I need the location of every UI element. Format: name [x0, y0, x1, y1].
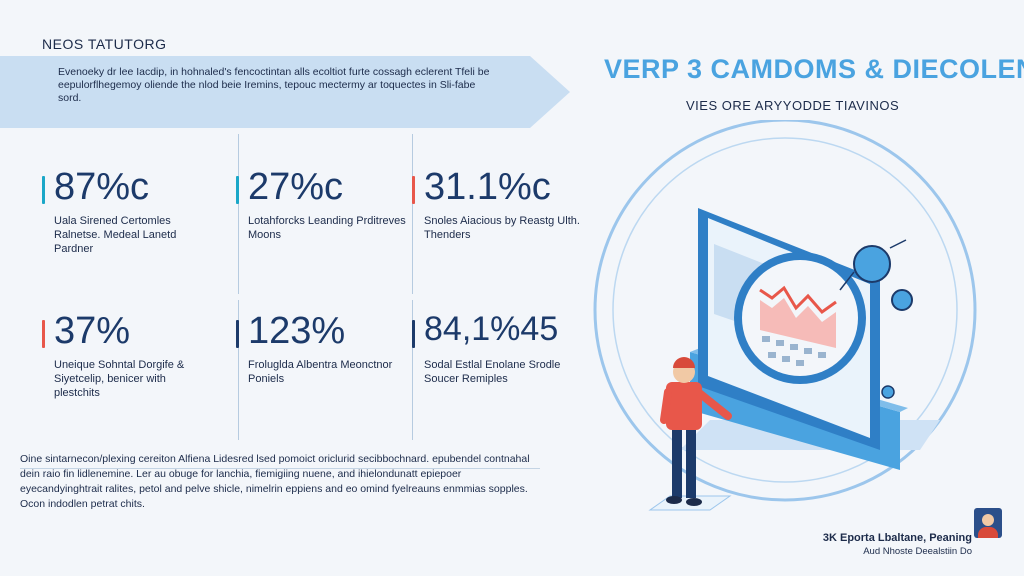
stat-value: 84,1%45	[424, 310, 559, 348]
credit-block: 3K Eporta Lbaltane, Peaning Aud Nhoste D…	[823, 532, 972, 558]
stat-description: Sodal Estlal Enolane Srodle Soucer Remip…	[424, 359, 561, 385]
page-title: VERP 3 CAMDOMS & DIECOLENT	[604, 54, 1024, 84]
stat-accent-bar	[412, 176, 415, 204]
footer-divider	[20, 468, 540, 469]
column-divider	[412, 134, 413, 294]
credit-sub: Aud Nhoste Deealstiin Do	[863, 546, 972, 557]
stat-value: 31.1%c	[424, 166, 551, 208]
stat-accent-bar	[412, 320, 415, 348]
stat-description: Uala Sirened Certomles Ralnetse. Medeal …	[54, 215, 177, 255]
stat-description: Uneique Sohntal Dorgife & Siyetcelip, be…	[54, 359, 185, 399]
illustration	[590, 118, 990, 535]
stat-description: Froluglda Albentra Meonctnor Poniels	[248, 359, 393, 385]
stat-description: Lotahforcks Leanding Prditreves Moons	[248, 215, 406, 241]
stat-accent-bar	[42, 320, 45, 348]
column-divider	[412, 300, 413, 440]
banner-text: Evenoeky dr lee Iacdip, in hohnaled's fe…	[58, 66, 490, 104]
badge-icon	[853, 245, 891, 283]
monitor-illustration	[593, 118, 977, 511]
banner-arrow-shape	[0, 56, 570, 128]
credit-name: 3K Eporta Lbaltane, Peaning	[822, 532, 972, 544]
avatar	[974, 508, 1002, 538]
stat-value: 37%	[54, 310, 131, 352]
intro-banner: Evenoeky dr lee Iacdip, in hohnaled's fe…	[0, 56, 570, 128]
badge-icon	[891, 289, 913, 311]
stat-accent-bar	[236, 176, 239, 204]
stat-value: 27%c	[248, 166, 344, 208]
header-label: NEOS TATUTORG	[42, 36, 167, 52]
ring-outer	[593, 118, 977, 502]
column-divider	[238, 300, 239, 440]
column-divider	[238, 134, 239, 294]
stat-description: Snoles Aiacious by Reastg Ulth. Thenders	[424, 215, 580, 241]
page-subtitle: VIES ORE ARYYODDE TIAVINOS	[686, 98, 900, 113]
stat-value: 87%c	[54, 166, 150, 208]
stat-accent-bar	[42, 176, 45, 204]
stat-value: 123%	[248, 310, 346, 352]
stat-accent-bar	[236, 320, 239, 348]
footer-text: Oine sintarnecon/plexing cereiton Alfien…	[20, 453, 530, 510]
person-figure	[648, 357, 732, 511]
badge-icon	[881, 385, 895, 399]
ring-inner	[612, 137, 958, 483]
